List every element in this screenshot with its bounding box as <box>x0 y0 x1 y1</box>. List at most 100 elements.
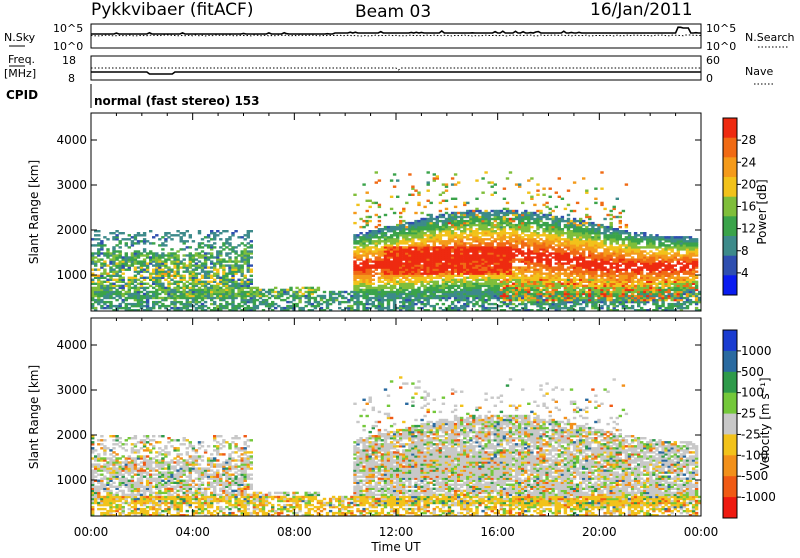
heatmap-cell <box>497 275 500 277</box>
heatmap-cell <box>503 285 506 287</box>
heatmap-cell <box>451 234 454 236</box>
heatmap-cell <box>112 258 115 260</box>
heatmap-cell <box>237 244 240 246</box>
heatmap-cell <box>103 252 106 254</box>
heatmap-cell <box>500 258 503 260</box>
heatmap-cell <box>518 258 521 260</box>
heatmap-cell <box>408 194 411 196</box>
heatmap-cell <box>369 230 372 232</box>
heatmap-cell <box>527 179 530 181</box>
heatmap-cell <box>445 186 448 188</box>
heatmap-cell <box>91 252 94 254</box>
heatmap-cell <box>237 283 240 285</box>
heatmap-cell <box>512 275 515 277</box>
heatmap-cell <box>222 275 225 277</box>
heatmap-cell <box>417 299 420 301</box>
heatmap-cell <box>170 252 173 254</box>
heatmap-cell <box>119 246 122 248</box>
heatmap-cell <box>488 228 491 230</box>
heatmap-cell <box>503 226 506 228</box>
heatmap-cell <box>506 299 509 301</box>
heatmap-cell <box>469 301 472 303</box>
heatmap-cell <box>408 228 411 230</box>
heatmap-cell <box>222 289 225 291</box>
heatmap-cell <box>219 246 222 248</box>
heatmap-cell <box>131 293 134 295</box>
heatmap-cell <box>341 295 344 297</box>
heatmap-cell <box>402 269 405 271</box>
heatmap-cell <box>481 220 484 222</box>
heatmap-cell <box>408 250 411 252</box>
heatmap-cell <box>530 258 533 260</box>
heatmap-cell <box>228 264 231 266</box>
heatmap-cell <box>555 266 558 268</box>
heatmap-cell <box>533 256 536 258</box>
heatmap-cell <box>475 291 478 293</box>
heatmap-cell <box>475 244 478 246</box>
heatmap-cell <box>552 220 555 222</box>
heatmap-cell <box>338 291 341 293</box>
heatmap-cell <box>558 250 561 252</box>
heatmap-cell <box>475 301 478 303</box>
heatmap-cell <box>460 230 463 232</box>
heatmap-cell <box>216 275 219 277</box>
heatmap-cell <box>411 242 414 244</box>
heatmap-cell <box>362 269 365 271</box>
heatmap-cell <box>204 301 207 303</box>
heatmap-cell <box>362 275 365 277</box>
heatmap-cell <box>372 275 375 277</box>
heatmap-cell <box>436 246 439 248</box>
heatmap-cell <box>603 248 606 250</box>
heatmap-cell <box>420 273 423 275</box>
heatmap-cell <box>366 244 369 246</box>
heatmap-cell <box>384 242 387 244</box>
heatmap-cell <box>414 291 417 293</box>
heatmap-cell <box>503 242 506 244</box>
heatmap-cell <box>518 299 521 301</box>
heatmap-cell <box>603 273 606 275</box>
heatmap-cell <box>417 275 420 277</box>
heatmap-cell <box>201 250 204 252</box>
heatmap-cell <box>146 277 149 279</box>
heatmap-cell <box>176 285 179 287</box>
heatmap-cell <box>567 190 570 192</box>
heatmap-cell <box>454 173 457 175</box>
heatmap-cell <box>457 212 460 214</box>
heatmap-cell <box>460 250 463 252</box>
heatmap-cell <box>314 291 317 293</box>
heatmap-cell <box>366 275 369 277</box>
heatmap-cell <box>533 220 536 222</box>
heatmap-cell <box>271 291 274 293</box>
heatmap-cell <box>195 262 198 264</box>
heatmap-cell <box>494 250 497 252</box>
heatmap-cell <box>472 303 475 305</box>
heatmap-cell <box>579 262 582 264</box>
heatmap-cell <box>91 299 94 301</box>
heatmap-cell <box>506 269 509 271</box>
heatmap-cell <box>512 291 515 293</box>
heatmap-cell <box>128 256 131 258</box>
heatmap-cell <box>430 305 433 307</box>
heatmap-cell <box>97 299 100 301</box>
heatmap-cell <box>128 264 131 266</box>
heatmap-cell <box>448 234 451 236</box>
heatmap-cell <box>555 269 558 271</box>
heatmap-cell <box>103 301 106 303</box>
heatmap-cell <box>250 287 253 289</box>
heatmap-cell <box>201 275 204 277</box>
heatmap-cell <box>420 212 423 214</box>
heatmap-cell <box>115 285 118 287</box>
heatmap-cell <box>545 228 548 230</box>
heatmap-cell <box>94 291 97 293</box>
heatmap-cell <box>594 198 597 200</box>
heatmap-cell <box>372 301 375 303</box>
heatmap-cell <box>478 291 481 293</box>
heatmap-cell <box>192 240 195 242</box>
heatmap-cell <box>436 281 439 283</box>
heatmap-cell <box>597 285 600 287</box>
heatmap-cell <box>530 222 533 224</box>
heatmap-cell <box>411 194 414 196</box>
heatmap-cell <box>451 177 454 179</box>
heatmap-cell <box>536 214 539 216</box>
heatmap-cell <box>545 214 548 216</box>
